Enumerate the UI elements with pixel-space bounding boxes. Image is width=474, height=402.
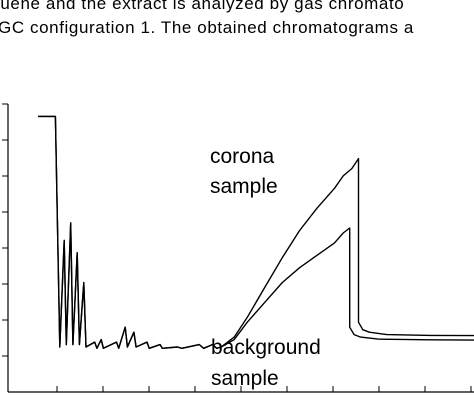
annotation-corona-line-1: corona: [210, 145, 275, 168]
chart-axes: [2, 103, 474, 393]
annotation-background-line-1: background: [211, 336, 321, 359]
annotation-background-line-2: sample: [211, 367, 279, 390]
body-text-line-2: GC configuration 1. The obtained chromat…: [0, 18, 414, 37]
chart-series: [38, 115, 474, 349]
chart-annotations: corona sample background sample: [210, 145, 321, 390]
body-text-line-1: luene and the extract is analyzed by gas…: [0, 0, 405, 13]
series-line-background-sample: [38, 115, 474, 349]
annotation-corona-line-2: sample: [210, 175, 278, 198]
